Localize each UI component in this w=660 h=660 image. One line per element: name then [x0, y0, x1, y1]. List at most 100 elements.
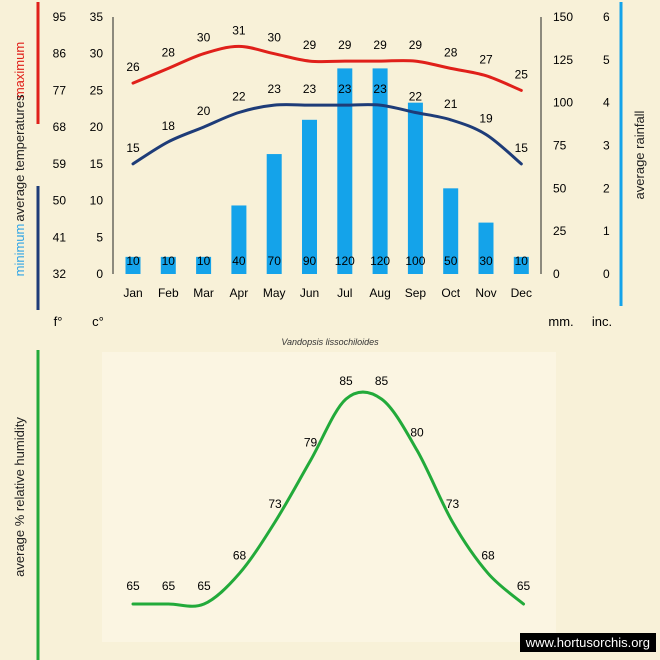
month-tick-label: Sep	[405, 286, 427, 300]
rainfall-value-label: 10	[197, 254, 211, 268]
fahrenheit-unit-label: f°	[54, 314, 63, 329]
humidity-value-label: 85	[375, 374, 389, 388]
rainfall-bar	[302, 119, 317, 274]
fahrenheit-tick-label: 32	[53, 267, 67, 281]
rainfall-value-label: 10	[515, 254, 529, 268]
month-tick-label: May	[263, 286, 286, 300]
maximum-temperature-label: 29	[409, 38, 423, 52]
fahrenheit-tick-label: 77	[53, 83, 67, 97]
rainfall-value-label: 100	[405, 254, 425, 268]
rainfall-bar	[160, 256, 176, 274]
maximum-temperature-label: 26	[126, 60, 140, 74]
fahrenheit-tick-label: 59	[53, 157, 67, 171]
month-tick-label: Jun	[300, 286, 319, 300]
minimum-temperature-label: 22	[409, 89, 423, 103]
rainfall-bar	[231, 205, 247, 274]
rainfall-bars-group: 10 10 10 40 70 90 120 120 100 50 30 10	[125, 68, 529, 275]
humidity-value-label: 65	[126, 579, 140, 593]
fahrenheit-tick-label: 68	[53, 120, 67, 134]
rainfall-bar	[266, 154, 282, 274]
celsius-tick-label: 10	[90, 194, 104, 208]
temperature-lines-group: 26 28 30 31 30 29 29 29 29 28 27 25 15 18 20 22 23 23 23 23…	[126, 23, 528, 166]
month-tick-label: Nov	[475, 286, 496, 300]
humidity-value-label: 65	[197, 579, 211, 593]
humidity-value-label: 73	[446, 497, 460, 511]
minimum-temperature-label: 15	[126, 141, 140, 155]
rainfall-value-label: 90	[303, 254, 317, 268]
celsius-tick-label: 25	[90, 83, 104, 97]
average-temperatures-axis-title: average temperatures	[12, 94, 27, 222]
fahrenheit-tick-label: 50	[53, 194, 67, 208]
rainfall-bar	[372, 68, 388, 275]
minimum-temperature-label: 21	[444, 97, 458, 111]
minimum-temperature-label: 20	[197, 104, 211, 118]
rainfall-bar	[443, 188, 459, 274]
celsius-tick-label: 0	[96, 267, 103, 281]
maximum-temperature-label: 28	[444, 45, 458, 59]
humidity-value-label: 73	[268, 497, 282, 511]
rainfall-axis-title: average rainfall	[632, 110, 647, 199]
month-tick-label: Jan	[123, 286, 142, 300]
mm-tick-label: 75	[553, 139, 567, 153]
celsius-tick-label: 30	[90, 47, 104, 61]
humidity-value-label: 85	[339, 374, 353, 388]
mm-tick-label: 125	[553, 53, 573, 67]
month-tick-label: Dec	[511, 286, 532, 300]
humidity-value-label: 80	[410, 425, 424, 439]
month-tick-label: Jul	[337, 286, 352, 300]
maximum-temperature-label: 30	[268, 31, 282, 45]
maximum-temperature-label: 27	[479, 53, 493, 67]
rainfall-value-label: 120	[335, 254, 355, 268]
rainfall-bar	[196, 256, 212, 274]
maximum-temperature-label: 29	[338, 38, 352, 52]
rainfall-value-label: 10	[126, 254, 140, 268]
minimum-temperature-label: 23	[338, 82, 352, 96]
rainfall-value-label: 10	[162, 254, 176, 268]
rainfall-bar	[513, 256, 529, 274]
minimum-temperature-line	[131, 103, 523, 166]
humidity-value-label: 68	[233, 548, 247, 562]
celsius-tick-label: 35	[90, 10, 104, 24]
humidity-value-label: 65	[517, 579, 531, 593]
humidity-line	[131, 390, 525, 608]
celsius-tick-label: 15	[90, 157, 104, 171]
celsius-unit-label: c°	[92, 314, 104, 329]
rainfall-value-label: 40	[232, 254, 246, 268]
mm-tick-label: 0	[553, 267, 560, 281]
month-tick-label: Oct	[441, 286, 460, 300]
inches-tick-label: 3	[603, 139, 610, 153]
watermark-badge: www.hortusorchis.org	[519, 633, 656, 652]
minimum-temperature-label: 23	[373, 82, 387, 96]
minimum-temperature-label: 23	[303, 82, 317, 96]
rainfall-value-label: 120	[370, 254, 390, 268]
humidity-axis-title: average % relative humidity	[12, 417, 27, 577]
mm-tick-label: 150	[553, 10, 573, 24]
fahrenheit-tick-label: 95	[53, 10, 67, 24]
inches-tick-label: 4	[603, 96, 610, 110]
mm-unit-label: mm.	[548, 314, 573, 329]
inches-tick-label: 1	[603, 224, 610, 238]
mm-tick-label: 50	[553, 181, 567, 195]
fahrenheit-tick-label: 41	[53, 230, 67, 244]
rainfall-bar	[407, 102, 423, 275]
minimum-temperature-label: 23	[268, 82, 282, 96]
rainfall-value-label: 70	[268, 254, 282, 268]
minimum-axis-title: minimum	[12, 224, 27, 277]
month-tick-label: Feb	[158, 286, 179, 300]
maximum-temperature-label: 31	[232, 23, 246, 37]
rainfall-bar	[478, 222, 494, 274]
inches-tick-label: 5	[603, 53, 610, 67]
maximum-temperature-label: 30	[197, 31, 211, 45]
humidity-value-label: 65	[162, 579, 176, 593]
maximum-temperature-label: 29	[373, 38, 387, 52]
rainfall-value-label: 30	[479, 254, 493, 268]
fahrenheit-tick-label: 86	[53, 47, 67, 61]
species-caption: Vandopsis lissochiloides	[281, 337, 379, 347]
month-tick-label: Apr	[230, 286, 249, 300]
inches-tick-label: 2	[603, 181, 610, 195]
inches-tick-label: 0	[603, 267, 610, 281]
maximum-axis-title: maximum	[12, 42, 27, 98]
